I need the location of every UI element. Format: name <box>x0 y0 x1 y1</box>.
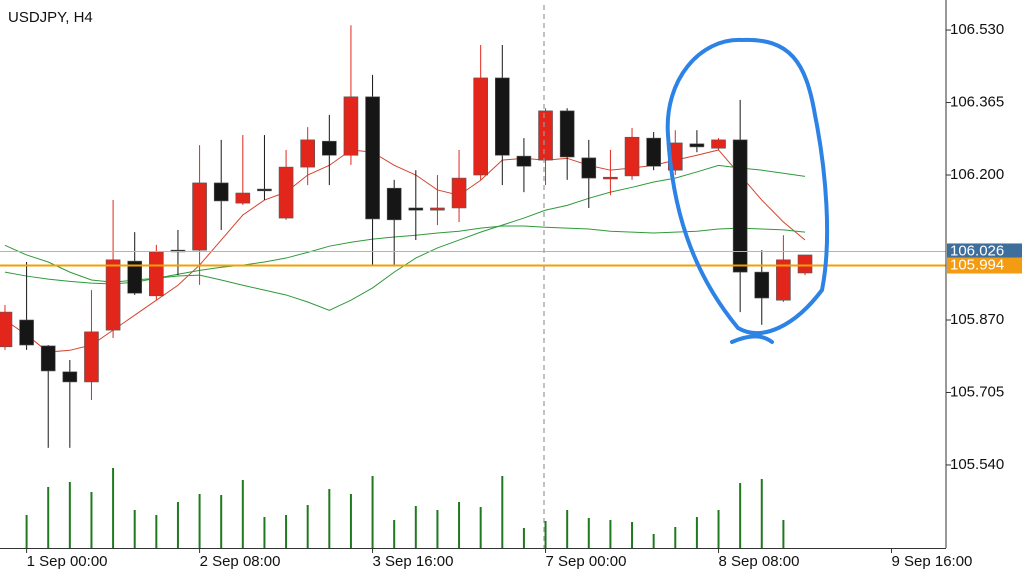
candle-body <box>689 143 705 148</box>
candle-body <box>213 182 229 202</box>
y-tick-label: 105.705 <box>950 383 1004 400</box>
hand-drawn-ellipse <box>665 37 830 344</box>
candle-body <box>754 271 770 299</box>
y-tick-label: 105.540 <box>950 456 1004 473</box>
candle-body <box>494 77 510 156</box>
candle-body <box>451 177 467 209</box>
x-tick-label: 3 Sep 16:00 <box>373 553 454 570</box>
axes: 106.530 106.365 106.200 105.870 105.705 105.5… <box>26 21 1022 570</box>
y-tick-label: 105.870 <box>950 311 1004 328</box>
candle-body <box>278 166 294 219</box>
candle-body <box>19 319 34 346</box>
candle-body <box>776 259 791 301</box>
candle-body <box>430 207 445 211</box>
price-label-box <box>947 257 1022 274</box>
x-tick-label: 2 Sep 08:00 <box>200 553 281 570</box>
candle-body <box>386 187 402 221</box>
x-tick-label: 7 Sep 00:00 <box>546 553 627 570</box>
candle-body <box>711 139 726 149</box>
candle-body <box>322 140 337 156</box>
candle-body <box>149 251 164 297</box>
x-tick-label: 8 Sep 08:00 <box>719 553 800 570</box>
price-label: 105.994 <box>950 256 1004 273</box>
chart-title: USDJPY, H4 <box>8 9 93 26</box>
candle-body <box>732 139 748 273</box>
candle-body <box>127 260 143 294</box>
x-tick-label: 9 Sep 16:00 <box>892 553 973 570</box>
candle-body <box>473 77 488 176</box>
candle-body <box>559 110 575 158</box>
candle-body <box>62 371 78 383</box>
price-label-box <box>947 243 1022 260</box>
candle-body <box>192 182 207 251</box>
candle-body <box>105 259 121 331</box>
candle-body <box>624 136 640 177</box>
candle-body <box>40 345 56 372</box>
candle-body <box>797 254 813 274</box>
candle-body <box>0 311 13 348</box>
price-label: 106.026 <box>950 242 1004 259</box>
candle-body <box>300 139 315 168</box>
candle-body <box>538 110 553 161</box>
candle-body <box>646 137 661 167</box>
candle-body <box>235 192 251 204</box>
candle-body <box>365 96 380 220</box>
y-tick-label: 106.200 <box>950 166 1004 183</box>
candle-body <box>343 96 359 156</box>
candle-body <box>257 188 272 192</box>
y-tick-label: 106.530 <box>950 21 1004 38</box>
y-tick-label: 106.365 <box>950 93 1004 110</box>
candle-body <box>603 176 618 180</box>
candle-body <box>84 331 99 383</box>
candle-body <box>516 155 532 167</box>
candle-body <box>408 207 424 211</box>
x-tick-label: 1 Sep 00:00 <box>27 553 108 570</box>
candle-body <box>581 157 597 179</box>
